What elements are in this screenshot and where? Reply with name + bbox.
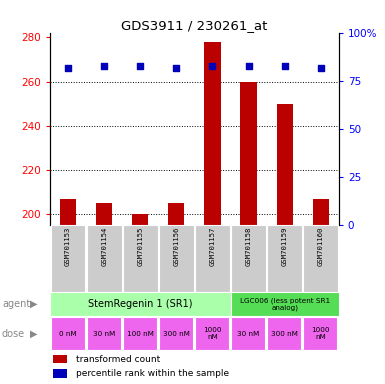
Bar (276, 104, 293, 225)
Text: GSM701155: GSM701155 (137, 227, 143, 266)
Bar (303, 318, 337, 350)
Bar (241, 81, 257, 225)
Text: StemRegenin 1 (SR1): StemRegenin 1 (SR1) (88, 299, 192, 309)
Bar (231, 318, 265, 350)
Point (101, 63, 107, 69)
Bar (159, 318, 193, 350)
Bar (60, 199, 76, 225)
Bar (168, 203, 184, 225)
Text: GSM701153: GSM701153 (65, 227, 71, 266)
Bar (195, 225, 230, 292)
Text: LGC006 (less potent SR1
analog): LGC006 (less potent SR1 analog) (239, 297, 330, 311)
Text: ▶: ▶ (30, 299, 37, 309)
Bar (231, 225, 266, 292)
Bar (87, 318, 121, 350)
Point (65, 65, 71, 71)
Bar (53, 369, 67, 378)
Point (173, 65, 179, 71)
Text: 1000
nM: 1000 nM (311, 327, 330, 340)
Bar (303, 225, 338, 292)
Text: percentile rank within the sample: percentile rank within the sample (76, 369, 229, 378)
Bar (123, 225, 157, 292)
Point (318, 65, 324, 71)
Bar (123, 318, 157, 350)
Text: ▶: ▶ (30, 329, 37, 339)
Point (281, 63, 288, 69)
Text: 30 nM: 30 nM (93, 331, 116, 337)
Bar (96, 203, 112, 225)
Text: 100 nM: 100 nM (127, 331, 154, 337)
Bar (204, 42, 221, 225)
Text: 300 nM: 300 nM (163, 331, 190, 337)
Bar (313, 199, 329, 225)
Text: dose: dose (2, 329, 25, 339)
Bar (51, 318, 85, 350)
Point (209, 63, 216, 69)
Bar (53, 355, 67, 363)
Text: GSM701157: GSM701157 (209, 227, 216, 266)
Text: GSM701159: GSM701159 (282, 227, 288, 266)
Bar (195, 318, 229, 350)
Point (137, 63, 143, 69)
Text: agent: agent (2, 299, 30, 309)
Bar (50, 292, 231, 316)
Bar (231, 292, 339, 316)
Text: GSM701154: GSM701154 (101, 227, 107, 266)
Text: GSM701158: GSM701158 (246, 227, 251, 266)
Bar (159, 225, 194, 292)
Bar (87, 225, 122, 292)
Text: 30 nM: 30 nM (238, 331, 260, 337)
Bar (51, 225, 85, 292)
Bar (132, 214, 148, 225)
Text: transformed count: transformed count (76, 355, 160, 364)
Text: GSM701160: GSM701160 (318, 227, 324, 266)
Text: 1000
nM: 1000 nM (203, 327, 222, 340)
Text: 0 nM: 0 nM (59, 331, 77, 337)
Bar (267, 318, 301, 350)
Text: 300 nM: 300 nM (271, 331, 298, 337)
Bar (267, 225, 302, 292)
Point (246, 63, 252, 69)
Title: GDS3911 / 230261_at: GDS3911 / 230261_at (121, 19, 268, 32)
Text: GSM701156: GSM701156 (173, 227, 179, 266)
